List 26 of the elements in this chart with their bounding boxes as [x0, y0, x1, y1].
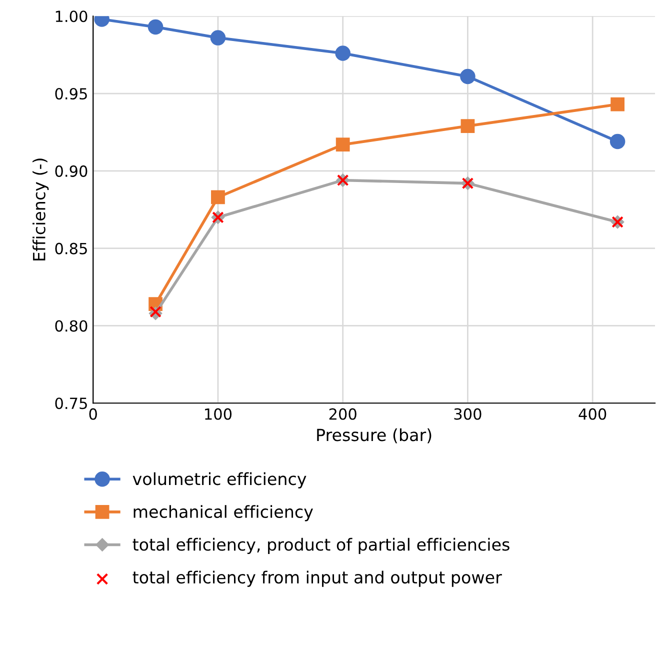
y-tick-label: 0.80 — [55, 320, 88, 332]
legend-label: volumetric efficiency — [132, 472, 306, 488]
point — [460, 119, 475, 133]
point — [211, 190, 225, 204]
legend-label: mechanical efficiency — [134, 505, 313, 522]
point — [335, 46, 350, 61]
y-tick-label: 0.95 — [55, 88, 87, 100]
point — [610, 97, 625, 112]
x-tick-label: 300 — [454, 408, 482, 420]
y-tick-label: 0.75 — [55, 398, 87, 410]
x-axis-title: Pressure (bar) — [317, 428, 432, 444]
x-tick-label: 200 — [329, 408, 356, 420]
point — [210, 30, 226, 46]
point — [148, 19, 164, 35]
legend-label: total efficiency, product of partial efficiencies — [132, 538, 510, 554]
y-tick-label: 0.90 — [55, 165, 88, 177]
point — [610, 134, 626, 150]
x-tick-label: 0 — [89, 408, 97, 420]
x-tick-label: 400 — [578, 408, 606, 420]
point — [460, 68, 476, 84]
y-tick-label: 0.85 — [55, 242, 87, 254]
y-tick-label: 1.00 — [56, 10, 88, 22]
x-tick-label: 100 — [205, 408, 232, 420]
legend-label: total efficiency from input and output power — [132, 570, 502, 587]
point — [336, 138, 350, 152]
y-axis-title: Efficiency (-) — [32, 158, 49, 260]
